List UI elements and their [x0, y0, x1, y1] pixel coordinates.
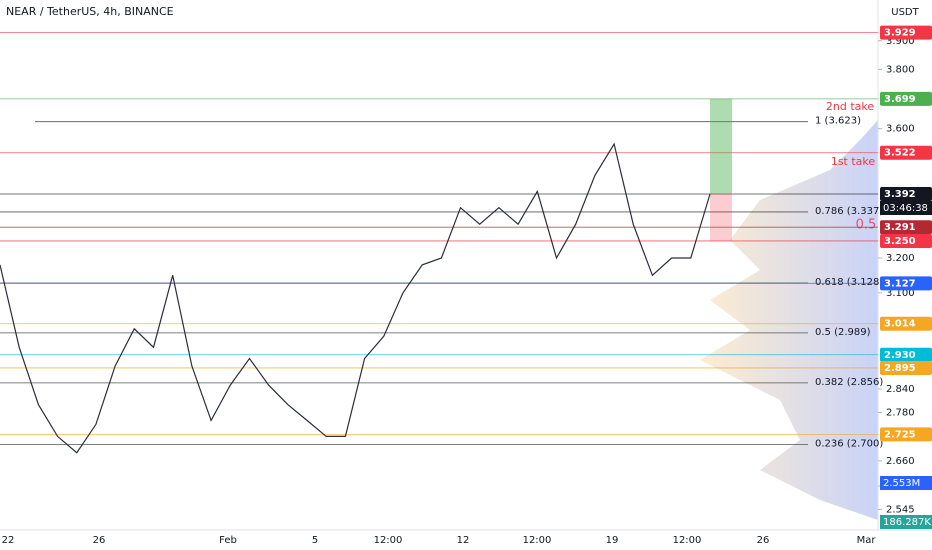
- x-tick-label: Mar: [857, 535, 877, 546]
- price-label-box: [880, 347, 932, 362]
- price-label-box: [880, 427, 932, 442]
- price-label-box: [880, 360, 932, 375]
- fib-label: 0.382 (2.856): [815, 377, 883, 388]
- fib-label: 0.236 (2.700): [815, 439, 883, 450]
- stop-zone: [710, 194, 732, 241]
- x-tick-label: 26: [93, 535, 106, 546]
- price-label-box: [880, 220, 932, 235]
- fib-label: 0.618 (3.128): [815, 277, 883, 288]
- price-label: 3.522: [884, 148, 916, 159]
- price-label: 3.291: [884, 222, 916, 233]
- volume-profile: [700, 120, 878, 520]
- symbol-title: NEAR / TetherUS, 4h, BINANCE: [6, 5, 174, 18]
- y-tick-label: 3.200: [886, 253, 915, 264]
- x-tick-label: 22: [2, 535, 15, 546]
- x-tick-label: 19: [606, 535, 619, 546]
- price-label-box: [880, 91, 932, 106]
- volume-label: 186.287K: [883, 517, 931, 528]
- price-label: 2.725: [884, 429, 916, 440]
- y-tick-label: 2.660: [886, 456, 915, 467]
- annotation: 0.5: [856, 218, 877, 233]
- price-label: 3.699: [884, 94, 916, 105]
- price-label-box: [880, 233, 932, 248]
- y-tick-label: 2.840: [886, 384, 915, 395]
- price-line: [0, 142, 711, 454]
- price-label: 2.930: [884, 350, 916, 361]
- y-tick-label: 3.900: [886, 36, 915, 47]
- price-label-box: [880, 316, 932, 331]
- y-tick-label: 2.545: [886, 504, 915, 515]
- annotation: 1st take: [831, 155, 876, 168]
- x-tick-label: 12:00: [523, 535, 552, 546]
- price-label: 3.014: [884, 319, 916, 330]
- price-label: 3.929: [884, 28, 916, 39]
- volume-label-box: [880, 476, 932, 490]
- x-tick-label: 12:00: [673, 535, 702, 546]
- fib-label: 0.786 (3.337): [815, 206, 883, 217]
- countdown: 03:46:38: [883, 203, 928, 214]
- price-label: 2.895: [884, 363, 916, 374]
- take-profit-zone: [710, 98, 732, 195]
- y-tick-label: 3.800: [886, 64, 915, 75]
- price-label: 3.392: [884, 189, 916, 200]
- y-tick-label: 3.100: [886, 288, 915, 299]
- price-label-box: [880, 187, 932, 202]
- price-label-box: [880, 145, 932, 160]
- currency: USDT: [891, 7, 919, 18]
- price-label-box: [880, 25, 932, 40]
- price-label: 3.127: [884, 278, 916, 289]
- x-tick-label: 26: [757, 535, 770, 546]
- volume-label-box: [880, 515, 932, 529]
- countdown-box: [880, 201, 932, 216]
- volume-label: 2.553M: [883, 478, 920, 489]
- fib-label: 1 (3.623): [815, 116, 861, 127]
- fib-label: 0.5 (2.989): [815, 327, 871, 338]
- y-tick-label: 3.600: [886, 124, 915, 135]
- x-tick-label: 12:00: [374, 535, 403, 546]
- price-label-box: [880, 276, 932, 291]
- y-tick-label: 2.780: [886, 407, 915, 418]
- x-tick-label: 12: [457, 535, 470, 546]
- annotation: 2nd take: [826, 100, 874, 113]
- x-tick-label: Feb: [219, 535, 237, 546]
- price-label: 3.250: [884, 236, 916, 247]
- x-tick-label: 5: [312, 535, 318, 546]
